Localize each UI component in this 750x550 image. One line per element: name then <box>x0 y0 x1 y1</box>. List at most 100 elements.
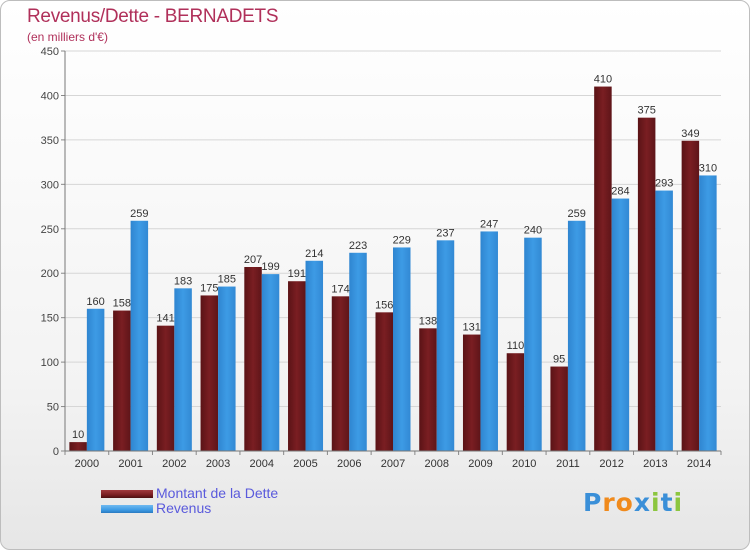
data-label: 131 <box>463 322 481 334</box>
data-label: 199 <box>261 261 279 273</box>
bar-debt <box>156 325 175 451</box>
y-tick-label: 300 <box>41 179 59 191</box>
data-label: 110 <box>507 340 525 352</box>
x-tick-label: 2005 <box>293 458 317 470</box>
bar-revenue <box>305 260 324 451</box>
x-tick-label: 2008 <box>424 458 448 470</box>
data-label: 174 <box>331 283 349 295</box>
legend-label-revenue: Revenus <box>156 500 212 516</box>
bar-debt <box>594 86 612 452</box>
data-label: 158 <box>113 298 131 310</box>
bar-revenue <box>349 252 367 451</box>
y-tick-label: 350 <box>41 135 59 147</box>
data-label: 191 <box>288 268 306 280</box>
data-label: 293 <box>655 178 673 190</box>
logo-letter: t <box>660 488 674 517</box>
chart-subtitle: (en milliers d'€) <box>27 30 108 44</box>
data-label: 175 <box>200 282 218 294</box>
legend-swatch-revenue <box>101 505 153 513</box>
bar-debt <box>200 295 219 451</box>
y-tick-label: 100 <box>41 357 59 369</box>
data-label: 247 <box>480 218 498 230</box>
y-tick-label: 200 <box>41 268 59 280</box>
chart-title: Revenus/Dette - BERNADETS <box>27 6 279 27</box>
bar-revenue <box>699 175 717 451</box>
bar-debt <box>113 310 131 451</box>
data-label: 410 <box>594 74 612 86</box>
bar-revenue <box>393 247 411 451</box>
data-label: 223 <box>349 240 367 252</box>
logo-letter: P <box>583 488 603 517</box>
bar-debt <box>288 281 306 451</box>
logo-letter: r <box>602 488 616 517</box>
data-label: 160 <box>86 296 104 308</box>
y-tick-label: 250 <box>41 224 59 236</box>
x-tick-label: 2003 <box>206 458 230 470</box>
bar-revenue <box>174 288 192 451</box>
data-label: 185 <box>218 274 236 286</box>
bar-debt <box>550 366 568 451</box>
data-label: 141 <box>156 313 174 325</box>
bar-debt <box>462 334 481 451</box>
data-label: 156 <box>375 299 393 311</box>
bar-debt <box>681 140 700 451</box>
data-label: 375 <box>637 105 655 117</box>
bar-revenue <box>480 231 498 451</box>
x-tick-label: 2007 <box>381 458 405 470</box>
bar-revenue <box>567 220 586 451</box>
bar-debt <box>506 353 525 451</box>
data-label: 207 <box>244 254 262 266</box>
bar-revenue <box>611 198 630 451</box>
x-tick-label: 2014 <box>687 458 711 470</box>
bar-revenue <box>86 308 105 451</box>
data-label: 349 <box>681 128 699 140</box>
x-tick-label: 2009 <box>468 458 492 470</box>
proxiti-logo: Proxiti <box>583 488 683 517</box>
bar-revenue <box>436 240 455 451</box>
bar-revenue <box>655 190 673 452</box>
bar-debt <box>69 442 87 451</box>
data-label: 183 <box>174 275 192 287</box>
x-tick-label: 2012 <box>599 458 623 470</box>
data-label: 240 <box>524 225 542 237</box>
x-tick-label: 2002 <box>162 458 186 470</box>
bar-revenue <box>130 220 149 451</box>
logo-letter: x <box>633 488 651 517</box>
data-label: 10 <box>72 429 84 441</box>
data-label: 138 <box>419 315 437 327</box>
bar-debt <box>375 312 393 451</box>
bar-debt <box>244 267 262 451</box>
bar-revenue <box>261 274 280 451</box>
logo-letter: i <box>673 488 684 517</box>
data-label: 259 <box>568 208 586 220</box>
bar-revenue <box>524 237 542 451</box>
x-tick-label: 2006 <box>337 458 361 470</box>
y-tick-label: 450 <box>41 46 59 58</box>
data-label: 284 <box>611 186 629 198</box>
x-tick-label: 2011 <box>556 458 580 470</box>
x-tick-label: 2000 <box>75 458 99 470</box>
data-label: 95 <box>553 354 565 366</box>
legend-label-debt: Montant de la Dette <box>156 485 279 501</box>
legend-swatch-debt <box>101 490 153 498</box>
y-tick-label: 0 <box>53 446 59 458</box>
x-tick-label: 2010 <box>512 458 536 470</box>
x-tick-label: 2004 <box>250 458 274 470</box>
logo-letter: o <box>615 488 634 517</box>
bar-revenue <box>218 286 236 451</box>
y-tick-label: 400 <box>41 90 59 102</box>
bar-debt <box>637 117 656 452</box>
logo-letter: i <box>651 488 661 517</box>
bar-debt <box>331 296 350 451</box>
x-tick-label: 2013 <box>643 458 667 470</box>
bar-debt <box>419 328 437 451</box>
data-label: 214 <box>305 248 323 260</box>
data-label: 229 <box>393 234 411 246</box>
data-label: 259 <box>130 208 148 220</box>
y-tick-label: 150 <box>41 313 59 325</box>
y-tick-label: 50 <box>47 402 59 414</box>
data-label: 237 <box>436 227 454 239</box>
x-tick-label: 2001 <box>118 458 142 470</box>
